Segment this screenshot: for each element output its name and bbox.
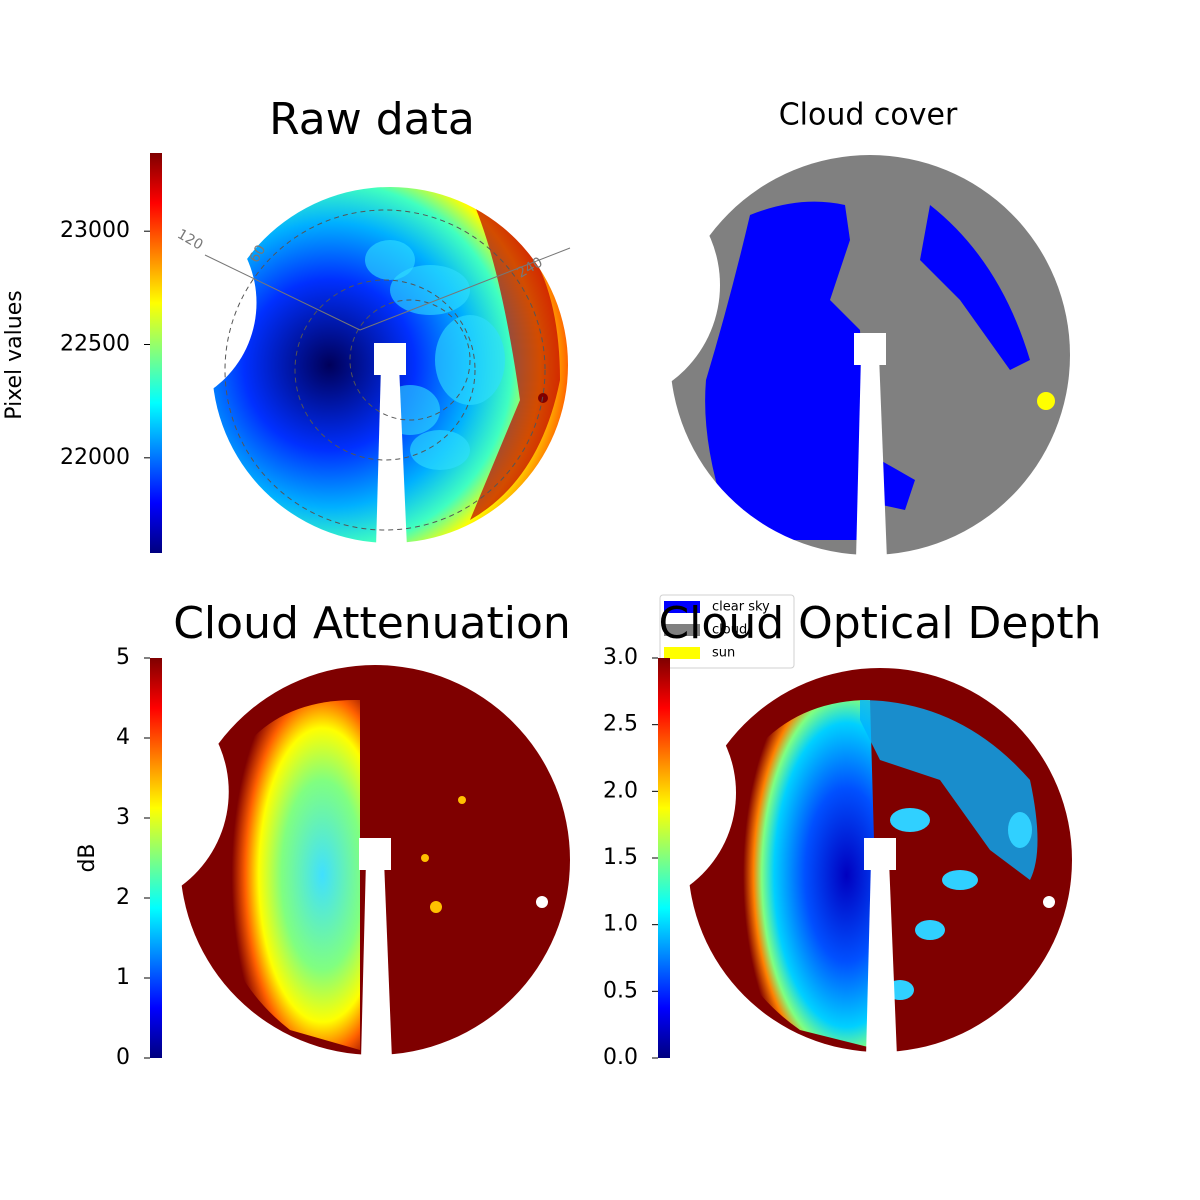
- legend-swatch: [664, 601, 700, 613]
- polar-axis-line: [204, 254, 361, 331]
- sky-image: [212, 187, 568, 543]
- colorbar-label: Pixel values: [2, 290, 27, 419]
- panel-title: Cloud Attenuation: [173, 598, 571, 649]
- cloud-blob: [942, 870, 978, 890]
- clear-sky-field: [705, 201, 870, 540]
- cloud-blob: [380, 385, 440, 435]
- colorbar-tick-label: 23000: [60, 218, 130, 243]
- colorbar-tick-label: 3: [116, 805, 130, 830]
- clear-blob: [430, 901, 442, 913]
- colorbar-tick-label: 5: [116, 645, 130, 670]
- polar-label: 120: [174, 226, 205, 253]
- polar-grid-circle: [349, 299, 471, 421]
- cloud-blob: [390, 265, 470, 315]
- colorbar-tick-label: 1.0: [603, 912, 638, 937]
- legend-label: sun: [712, 646, 735, 661]
- cloud-blob: [886, 980, 914, 1000]
- panel-title: Cloud Optical Depth: [658, 598, 1101, 649]
- polar-grid-circle: [294, 279, 476, 461]
- clear-blob: [421, 854, 429, 862]
- sun-mark: [1037, 392, 1055, 410]
- cloud-blob: [1008, 812, 1032, 848]
- sky-image: [688, 668, 1072, 1052]
- polar-axis-line: [359, 247, 571, 331]
- cloud-blob: [915, 920, 945, 940]
- colorbar-tick-label: 1.5: [603, 845, 638, 870]
- colorbar-tick-label: 22500: [60, 332, 130, 357]
- sky-image: [670, 155, 1070, 555]
- legend-swatch: [664, 647, 700, 659]
- clear-blob: [458, 796, 466, 804]
- colorbar-tick-label: 0: [116, 1045, 130, 1070]
- colorbar: [658, 658, 670, 1058]
- panel-title: Raw data: [269, 94, 475, 145]
- colorbar-tick-label: 3.0: [603, 645, 638, 670]
- sun-mark: [1043, 896, 1055, 908]
- polar-grid-circle: [224, 209, 546, 531]
- cloud-blob: [890, 808, 930, 832]
- cloud-blob: [410, 430, 470, 470]
- legend-swatch: [664, 624, 700, 636]
- clear-sky-field: [920, 205, 1030, 370]
- sky-image: [180, 665, 570, 1055]
- polar-label: 60: [247, 242, 270, 265]
- clear-region: [209, 700, 360, 1050]
- colorbar-tick-label: 1: [116, 965, 130, 990]
- cloud-blob: [365, 240, 415, 280]
- cloud-region: [860, 700, 1038, 880]
- clear-sky-field: [880, 460, 915, 510]
- colorbar-label: dB: [75, 843, 100, 872]
- colorbar-tick-label: 4: [116, 725, 130, 750]
- colorbar-tick-label: 0.0: [603, 1045, 638, 1070]
- bright-region: [470, 195, 560, 520]
- colorbar-tick-label: 2: [116, 885, 130, 910]
- colorbar: [150, 658, 162, 1058]
- legend-label: clear sky: [712, 600, 770, 615]
- panel-title: Cloud cover: [779, 98, 958, 133]
- sun-mark: [536, 896, 548, 908]
- colorbar: [150, 153, 162, 553]
- clear-region: [713, 700, 880, 1050]
- colorbar-tick-label: 0.5: [603, 978, 638, 1003]
- colorbar-tick-label: 2.5: [603, 712, 638, 737]
- legend-label: cloud: [712, 623, 747, 638]
- colorbar-tick-label: 22000: [60, 445, 130, 470]
- colorbar-tick-label: 2.0: [603, 778, 638, 803]
